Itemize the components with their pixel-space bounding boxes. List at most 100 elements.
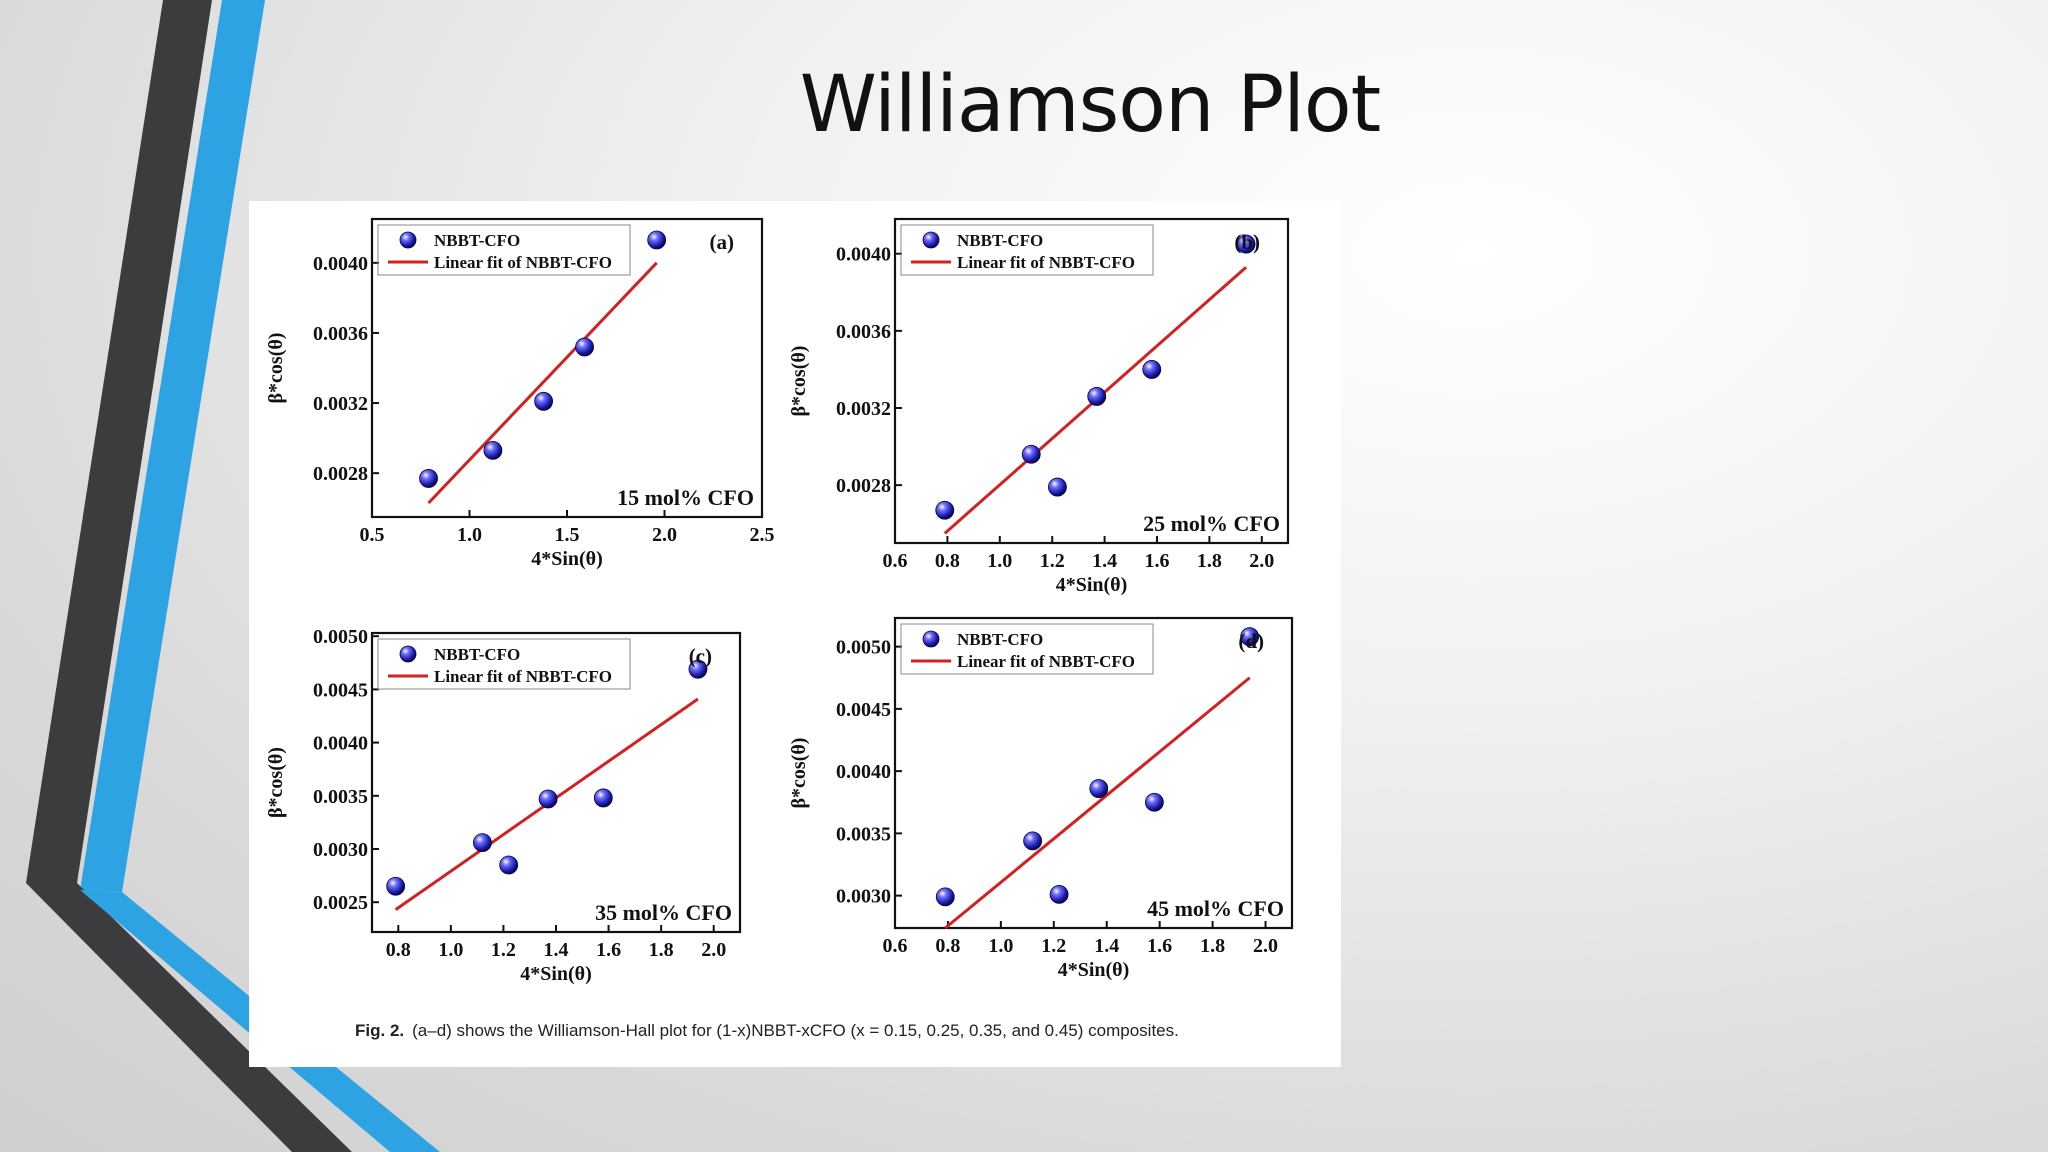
plot-b-y-tick-label: 0.0036 — [836, 321, 891, 343]
plot-c-x-tick-label: 2.0 — [701, 939, 726, 961]
plot-b-group: 0.6 0.8 1.0 1.2 1.4 1.6 1.8 2.0 0.0028 0.0032 0.00… — [788, 217, 1290, 596]
plot-d-data-point — [1049, 884, 1069, 904]
plot-a-x-tick-label: 2.0 — [652, 524, 677, 546]
plot-c-y-tick-label: 0.0045 — [313, 679, 368, 701]
plot-b-y-tick-label: 0.0032 — [836, 398, 891, 420]
plot-c-data-point — [593, 788, 613, 808]
plot-d-legend-box — [900, 623, 1154, 675]
plot-c-x-tick-label: 0.8 — [386, 939, 411, 961]
plot-c-y-tick-label: 0.0040 — [313, 733, 368, 755]
plot-d-data-point — [1089, 779, 1109, 798]
plot-d-fit-line — [944, 676, 1251, 930]
plot-b-y-tick-label: 0.0040 — [836, 244, 891, 266]
figure-panel: 0.5 1.0 1.5 2.0 2.5 0.0028 0.0032 0.0036 0.0040 4… — [249, 201, 1341, 1067]
plot-c-legend-marker — [399, 645, 417, 663]
plot-b-data-point — [935, 500, 955, 520]
plot-c-legend-label-points: NBBT-CFO — [434, 645, 520, 664]
plot-d-y-tick-label: 0.0045 — [836, 699, 891, 721]
plot-d-x-tick-label: 2.0 — [1253, 935, 1278, 957]
plot-c-data-point — [538, 789, 558, 809]
plot-c-data-point — [688, 659, 708, 679]
plot-d-x-tick-label: 1.6 — [1147, 935, 1172, 957]
plot-b-composition-annotation: 25 mol% CFO — [1143, 511, 1280, 536]
plot-d-data-point — [1144, 792, 1164, 812]
plot-b-x-tick-label: 0.6 — [883, 550, 908, 572]
plot-a-y-axis-label: β*cos(θ) — [265, 333, 287, 404]
plot-b-data-point — [1048, 477, 1067, 497]
plot-d-x-axis-label: 4*Sin(θ) — [1058, 959, 1130, 981]
plot-a-legend-box — [377, 224, 631, 276]
plot-c-y-tick-label: 0.0025 — [313, 892, 368, 914]
plot-b-legend-box — [900, 224, 1154, 276]
plot-c-group: 0.8 1.0 1.2 1.4 1.6 1.8 2.0 0.0025 0.0030 0.0035 0… — [265, 626, 742, 985]
caption-label: Fig. 2. — [355, 1021, 405, 1040]
plot-d-y-axis-label: β*cos(θ) — [788, 738, 810, 809]
plot-b-x-tick-label: 1.2 — [1040, 550, 1065, 572]
plot-c-data-point — [386, 876, 406, 896]
plot-b-legend-label-points: NBBT-CFO — [957, 231, 1043, 250]
plot-b-data-point — [1236, 234, 1256, 254]
plot-a-panel-label: (a) — [710, 230, 735, 254]
plot-c-x-axis-label: 4*Sin(θ) — [520, 963, 592, 985]
plot-a-x-tick-label: 0.5 — [360, 524, 385, 546]
plot-a-composition-annotation: 15 mol% CFO — [617, 485, 754, 510]
plot-b-data-point — [1142, 360, 1162, 379]
plot-b-x-tick-label: 0.8 — [935, 550, 960, 572]
plot-a-legend-label-fit: Linear fit of NBBT-CFO — [434, 253, 612, 272]
plot-a-legend-marker — [399, 231, 417, 249]
plot-d-y-tick-label: 0.0030 — [836, 886, 891, 908]
plot-a-x-tick-label: 1.0 — [457, 524, 482, 546]
plot-a-data-point — [534, 391, 554, 411]
plot-b-x-tick-label: 2.0 — [1249, 550, 1274, 572]
plot-a-group: 0.5 1.0 1.5 2.0 2.5 0.0028 0.0032 0.0036 0.0040 4… — [265, 217, 775, 570]
plot-b-x-tick-label: 1.0 — [987, 550, 1012, 572]
plot-b-legend-marker — [922, 231, 940, 249]
plot-a-legend-label-points: NBBT-CFO — [434, 231, 520, 250]
plot-d-x-tick-label: 1.8 — [1200, 935, 1225, 957]
plot-c-y-tick-label: 0.0030 — [313, 839, 368, 861]
plot-c-y-axis-label: β*cos(θ) — [265, 747, 287, 818]
plot-d-composition-annotation: 45 mol% CFO — [1147, 896, 1284, 921]
plot-d-data-point — [1240, 627, 1260, 647]
plot-c-x-tick-label: 1.2 — [491, 939, 516, 961]
plot-b-y-tick-label: 0.0028 — [836, 475, 891, 497]
plot-b-x-axis-label: 4*Sin(θ) — [1056, 574, 1128, 596]
plot-a-y-tick-label: 0.0028 — [313, 463, 368, 485]
plot-c-data-point — [472, 833, 492, 853]
plot-a-x-axis-label: 4*Sin(θ) — [531, 548, 603, 570]
plot-c-x-tick-label: 1.8 — [649, 939, 674, 961]
plot-d-legend-marker — [922, 630, 940, 648]
plot-a-y-tick-label: 0.0036 — [313, 323, 368, 345]
plot-a-data-point — [483, 440, 503, 460]
slide-title: Williamson Plot — [799, 60, 1381, 150]
figure-caption: Fig. 2. (a–d) shows the Williamson-Hall p… — [355, 1021, 1315, 1041]
plot-c-legend-box — [377, 638, 631, 690]
plot-a-data-point — [647, 230, 667, 250]
plot-b-panel-label: (b) — [1234, 230, 1260, 254]
plot-a-data-point — [575, 337, 594, 357]
plot-c-x-tick-label: 1.4 — [544, 939, 569, 961]
plot-d-data-point — [1023, 831, 1043, 851]
plot-b-x-tick-label: 1.6 — [1145, 550, 1170, 572]
plot-d-group: 0.6 0.8 1.0 1.2 1.4 1.6 1.8 2.0 0.0030 0.0035 0.00… — [788, 616, 1294, 981]
plot-c-panel-label: (c) — [689, 644, 712, 668]
plot-d-legend-label-fit: Linear fit of NBBT-CFO — [957, 652, 1135, 671]
accent-stripe-gray-upper — [26, 0, 212, 883]
plot-a-y-tick-label: 0.0032 — [313, 393, 368, 415]
accent-stripe-gray-lower — [26, 883, 352, 1152]
accent-stripe-blue-upper — [80, 0, 265, 892]
plot-d-panel-label: (d) — [1238, 629, 1264, 653]
plot-d-legend-label-points: NBBT-CFO — [957, 630, 1043, 649]
plot-b-frame — [893, 217, 1290, 545]
plot-a-x-tick-label: 1.5 — [555, 524, 580, 546]
plot-b-data-point — [1087, 387, 1107, 406]
plot-d-y-tick-label: 0.0035 — [836, 823, 891, 845]
plot-c-y-tick-label: 0.0050 — [313, 626, 368, 648]
plot-a-y-tick-label: 0.0040 — [313, 253, 368, 275]
plot-d-x-tick-label: 0.6 — [883, 935, 908, 957]
plot-d-x-tick-label: 1.2 — [1041, 935, 1066, 957]
plot-d-x-tick-label: 0.8 — [935, 935, 960, 957]
plot-b-x-tick-label: 1.4 — [1092, 550, 1117, 572]
plot-d-data-point — [935, 887, 955, 907]
plot-a-x-tick-label: 2.5 — [750, 524, 775, 546]
